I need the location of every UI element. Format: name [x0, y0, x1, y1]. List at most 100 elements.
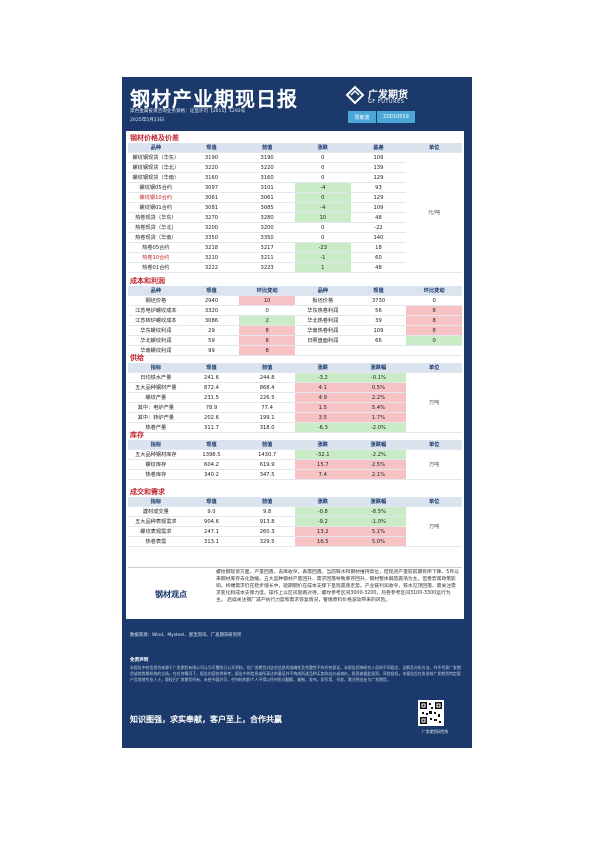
change-value: 0: [294, 192, 351, 203]
analyst-badge: 周敏波: [348, 111, 376, 123]
supply-table: 指标 现值 前值 涨跌 涨跌幅 单位 日均铁水产量 241.6 244.8 -3.2 -0.1% 万吨…: [128, 363, 462, 433]
item-name: 日照盘面利润: [294, 335, 351, 346]
basis-value: 48: [350, 212, 407, 223]
column-header: 品种: [128, 143, 184, 153]
cost-table: 品种 现值 环比变动 品种 现值 环比变动 钢坯价格 2940 10 板坯价格 3730 0 江苏电炉螺…: [128, 286, 462, 356]
table-row: 热卷01合约 3222 3223 1 48: [128, 262, 462, 273]
item-name: 螺纹钢现货（华东）: [128, 152, 184, 163]
current-value: 313.1: [183, 536, 240, 547]
current-value: 2940: [183, 295, 240, 306]
item-name: 热卷05合约: [128, 242, 184, 253]
change-value: -6.3: [294, 422, 351, 433]
current-value: 1398.5: [183, 449, 240, 460]
column-header: 品种: [128, 286, 184, 296]
change-percent: 5.0%: [350, 536, 407, 547]
basis-value: 18: [350, 242, 407, 253]
current-value: 3061: [183, 192, 240, 203]
previous-value: 619.9: [239, 459, 295, 470]
column-header: 现值: [350, 286, 407, 296]
metric-name: 五大品种表观需求: [128, 516, 184, 527]
current-value: 78.9: [183, 402, 240, 413]
metric-name: 其中：电炉产量: [128, 402, 184, 413]
change-percent: 2.5%: [350, 459, 407, 470]
current-value: 3320: [183, 305, 240, 316]
column-header: 涨跌幅: [350, 440, 407, 450]
change-value: 0: [406, 335, 462, 346]
table-row: 热卷库存 340.2 347.5 7.4 2.1%: [128, 469, 462, 480]
qr-code-icon: [418, 700, 444, 726]
report-body: 钢材价格及价差 品种 现值 前值 涨跌 基差 单位 螺纹钢现货（华东） 3190 3190 0 10…: [126, 131, 464, 619]
column-header: 涨跌: [294, 497, 351, 507]
change-value: 10: [294, 212, 351, 223]
change-value: [406, 345, 462, 356]
table-row: 螺纹库存 604.2 619.9 15.7 2.5%: [128, 459, 462, 470]
change-value: 8: [239, 345, 295, 356]
view-para2: 后续关注钢厂减产执行力度和需求恢复情况，警惕原料价格波动带来的风险。: [227, 598, 391, 604]
license-text: 黑色金属投资咨询业务资格：证监许可【2011】1292号: [130, 109, 246, 114]
table-row: 五大品种表观需求 904.6 913.8 -9.2 -1.0%: [128, 516, 462, 527]
metric-name: 螺纹表观需求: [128, 526, 184, 537]
previous-value: 3223: [239, 262, 295, 273]
current-value: 872.4: [183, 382, 240, 393]
item-name: 热卷现货（华北）: [128, 222, 184, 233]
current-value: 604.2: [183, 459, 240, 470]
table-row: 其中：电炉产量 78.9 77.4 1.5 5.4%: [128, 402, 462, 413]
change-value: -4: [294, 182, 351, 193]
disclaimer-text: 本报告中的信息均来源于广发期货有限公司认为可靠的已公开资料，但广发期货对这些信息…: [130, 665, 461, 682]
previous-value: 3160: [239, 172, 295, 183]
current-value: 311.7: [183, 422, 240, 433]
previous-value: 9.8: [239, 506, 295, 517]
current-value: 904.6: [183, 516, 240, 527]
column-header: 单位: [406, 440, 462, 450]
change-value: 0: [406, 295, 462, 306]
change-value: -0.8: [294, 506, 351, 517]
item-name: 华东热卷利润: [294, 305, 351, 316]
change-percent: -0.1%: [350, 372, 407, 383]
report-sheet: 钢材产业期现日报 黑色金属投资咨询业务资格：证监许可【2011】1292号 20…: [122, 77, 472, 748]
previous-value: 347.5: [239, 469, 295, 480]
change-value: 4.1: [294, 382, 351, 393]
item-name: 钢坯价格: [128, 295, 184, 306]
section-supply-title: 供给: [130, 354, 144, 362]
basis-value: 93: [350, 182, 407, 193]
change-percent: 5.4%: [350, 402, 407, 413]
previous-value: 3200: [239, 222, 295, 233]
previous-value: 329.5: [239, 536, 295, 547]
change-value: 13.2: [294, 526, 351, 537]
column-header: 涨跌: [294, 143, 351, 153]
previous-value: 226.5: [239, 392, 295, 403]
change-value: 8: [406, 325, 462, 336]
current-value: 202.6: [183, 412, 240, 423]
item-name: 华北螺纹利润: [128, 335, 184, 346]
slogan: 知识图强，求实奉献，客户至上，合作共赢: [130, 715, 282, 724]
basis-value: 109: [350, 202, 407, 213]
previous-value: 3085: [239, 202, 295, 213]
current-value: 3220: [183, 162, 240, 173]
table-row: 钢坯价格 2940 10 板坯价格 3730 0: [128, 295, 462, 306]
table-row: 江苏电炉螺纹成本 3320 0 华东热卷利润 56 8: [128, 305, 462, 316]
table-row: 螺纹钢现货（华东） 3190 3190 0 109 元/吨: [128, 152, 462, 273]
table-row: 五大品种钢材产量 872.4 868.4 4.1 0.5%: [128, 382, 462, 393]
column-header: 指标: [128, 363, 184, 373]
current-value: 66: [350, 335, 407, 346]
column-header: 环比变动: [406, 286, 462, 296]
item-name: 华北热卷利润: [294, 315, 351, 326]
previous-value: 3190: [239, 152, 295, 163]
company-logo: 广发期货 GF FUTURES: [344, 85, 414, 107]
item-name: 华南螺纹利润: [128, 345, 184, 356]
current-value: 231.5: [183, 392, 240, 403]
table-header-row: 品种 现值 环比变动 品种 现值 环比变动: [128, 286, 462, 296]
column-header: 涨跌: [294, 440, 351, 450]
column-header: 基差: [350, 143, 407, 153]
metric-name: 五大品种钢材产量: [128, 382, 184, 393]
table-row: 华南螺纹利润 99 8: [128, 345, 462, 356]
column-header: 环比变动: [239, 286, 295, 296]
metric-name: 热卷表需: [128, 536, 184, 547]
change-value: -1: [294, 252, 351, 263]
change-value: 0: [294, 232, 351, 243]
current-value: 99: [183, 345, 240, 356]
basis-value: -22: [350, 222, 407, 233]
metric-name: 螺纹产量: [128, 392, 184, 403]
table-row: 五大品种钢材库存 1398.5 1430.7 -32.1 -2.2% 万吨: [128, 449, 462, 480]
item-name: 螺纹钢05合约: [128, 182, 184, 193]
